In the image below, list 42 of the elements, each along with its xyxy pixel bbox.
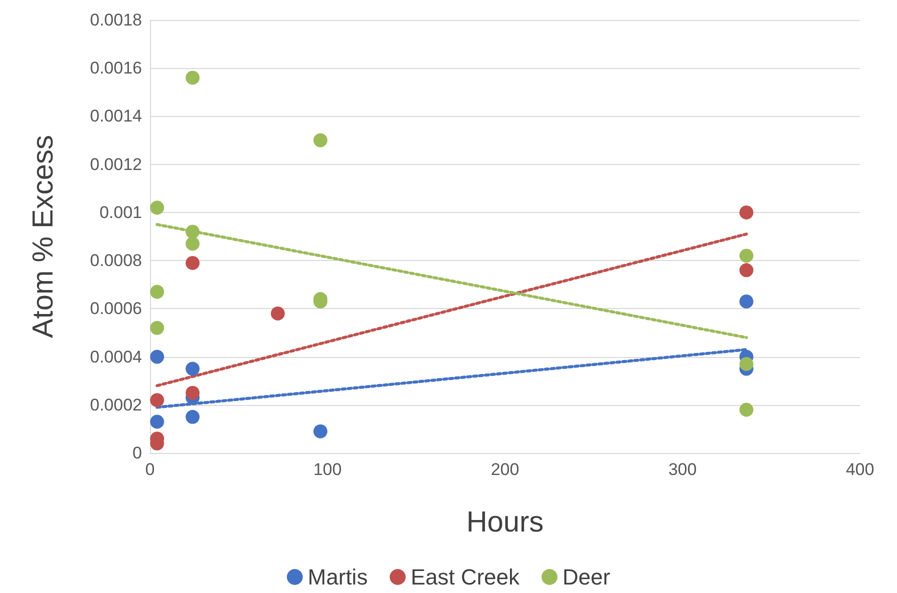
y-tick-label: 0.0014 [90, 106, 142, 126]
point [313, 424, 328, 438]
y-tick-label: 0 [132, 444, 142, 462]
point [739, 357, 754, 371]
x-tick-label: 100 [313, 460, 342, 479]
y-tick-label: 0.0002 [90, 395, 142, 414]
point [186, 362, 200, 376]
legend-label: East Creek [410, 564, 521, 590]
point [150, 414, 164, 429]
point [150, 393, 164, 408]
y-tick-label: 0.001 [99, 202, 142, 222]
y-tick-label: 0.0018 [90, 10, 142, 30]
point [150, 284, 164, 299]
x-tick-label: 200 [490, 460, 520, 479]
point [739, 248, 754, 263]
point [186, 70, 200, 85]
point [739, 402, 754, 417]
y-tick-label: 0.0008 [90, 251, 142, 270]
y-axis-title: Atom % Excess [28, 134, 60, 338]
point [150, 350, 164, 364]
point [186, 236, 200, 251]
point [186, 224, 200, 239]
point [270, 306, 285, 320]
legend-label: Deer [562, 564, 610, 590]
point [739, 263, 754, 278]
point [186, 410, 200, 424]
x-axis-title: Hours [466, 506, 544, 538]
point [186, 386, 200, 400]
point [150, 200, 164, 215]
point [150, 320, 164, 335]
y-tick-label: 0.0012 [90, 154, 142, 174]
x-tick-label: 300 [668, 460, 697, 479]
x-tick-label: 0 [145, 460, 155, 479]
x-tick-label: 400 [846, 460, 874, 479]
y-tick-label: 0.0016 [90, 58, 142, 78]
legend-label: Martis [308, 564, 368, 590]
y-tick-label: 0.0004 [90, 347, 142, 366]
point [313, 133, 328, 148]
point [186, 256, 200, 270]
point [739, 205, 754, 220]
point [739, 294, 754, 308]
y-tick-label: 0.0006 [90, 299, 142, 318]
